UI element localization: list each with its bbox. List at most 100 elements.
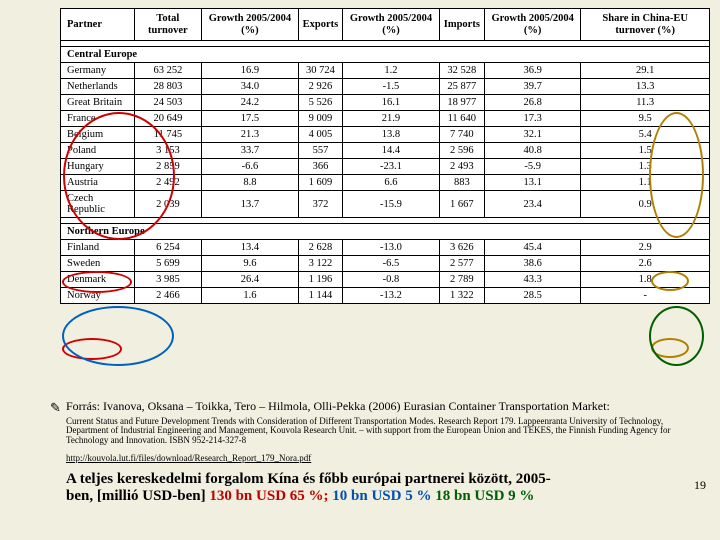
table-cell: 3 985 [134,272,202,288]
header-row: Partner Total turnover Growth 2005/2004 … [61,9,710,41]
table-cell: 1 667 [439,191,484,218]
col-growth3: Growth 2005/2004 (%) [484,9,580,41]
table-cell: Denmark [61,272,135,288]
title-line-2c: 10 bn USD 5 % [332,488,435,504]
table-cell: Germany [61,63,135,79]
table-cell: 29.1 [581,63,710,79]
table-cell: 24 503 [134,95,202,111]
table-cell: 32 528 [439,63,484,79]
table-cell: 8.8 [202,175,298,191]
table-cell: -0.8 [343,272,439,288]
table-cell: Great Britain [61,95,135,111]
table-cell: -13.2 [343,288,439,304]
table-cell: 1 322 [439,288,484,304]
table-row: Finland6 25413.42 628-13.03 62645.42.9 [61,240,710,256]
table-cell: Sweden [61,256,135,272]
table-cell: 2 596 [439,143,484,159]
table-cell: -5.9 [484,159,580,175]
table-cell: 17.3 [484,111,580,127]
highlight-circle [649,306,704,366]
table-cell: 24.2 [202,95,298,111]
table-row: Austria2 4928.81 6096.688313.11.1 [61,175,710,191]
table-cell: 25 877 [439,79,484,95]
table-cell: -6.5 [343,256,439,272]
table-cell: Finland [61,240,135,256]
table-cell: 32.1 [484,127,580,143]
table-cell: 20 649 [134,111,202,127]
col-turnover: Total turnover [134,9,202,41]
table-cell: Poland [61,143,135,159]
table-cell: 2.6 [581,256,710,272]
table-row: Poland3 15333.755714.42 59640.81.5 [61,143,710,159]
table-cell: Czech Republic [61,191,135,218]
table-row: France20 64917.59 00921.911 64017.39.5 [61,111,710,127]
table-cell: 1.2 [343,63,439,79]
table-cell: 1.8 [581,272,710,288]
table-row: Norway2 4661.61 144-13.21 32228.5- [61,288,710,304]
page-number: 19 [694,478,706,493]
table-cell: 13.4 [202,240,298,256]
col-growth2: Growth 2005/2004 (%) [343,9,439,41]
table-cell: 11 745 [134,127,202,143]
source-line: Forrás: Ivanova, Oksana – Toikka, Tero –… [66,400,706,414]
table-cell: 21.9 [343,111,439,127]
table-cell: - [581,288,710,304]
table-cell: 2 493 [439,159,484,175]
table-cell: 0.9 [581,191,710,218]
table-row: Germany63 25216.930 7241.232 52836.929.1 [61,63,710,79]
table-cell: 1.6 [202,288,298,304]
data-table: Partner Total turnover Growth 2005/2004 … [60,8,710,304]
table-cell: 1 609 [298,175,343,191]
table-cell: 21.3 [202,127,298,143]
table-cell: 2 577 [439,256,484,272]
table-cell: 28.5 [484,288,580,304]
table-cell: 2 466 [134,288,202,304]
table-row: Hungary2 859-6.6366-23.12 493-5.91.3 [61,159,710,175]
table-cell: 3 626 [439,240,484,256]
source-detail: Current Status and Future Development Tr… [66,417,706,445]
table-cell: 26.4 [202,272,298,288]
table-cell: 13.1 [484,175,580,191]
table-cell: 17.5 [202,111,298,127]
table-cell: 366 [298,159,343,175]
table-cell: 39.7 [484,79,580,95]
table-cell: 40.8 [484,143,580,159]
table-cell: Belgium [61,127,135,143]
table-cell: Austria [61,175,135,191]
table-cell: 18 977 [439,95,484,111]
table-cell: 1.1 [581,175,710,191]
table-row: Great Britain24 50324.25 52616.118 97726… [61,95,710,111]
section-title: Northern Europe [61,224,710,240]
table-cell: 9.5 [581,111,710,127]
table-cell: 5 699 [134,256,202,272]
table-cell: 5 526 [298,95,343,111]
col-growth1: Growth 2005/2004 (%) [202,9,298,41]
table-cell: 34.0 [202,79,298,95]
table-row: Denmark3 98526.41 196-0.82 78943.31.8 [61,272,710,288]
col-share: Share in China-EU turnover (%) [581,9,710,41]
table-cell: 883 [439,175,484,191]
col-partner: Partner [61,9,135,41]
table-cell: 557 [298,143,343,159]
table-cell: 16.9 [202,63,298,79]
table-cell: 1 144 [298,288,343,304]
table-cell: Norway [61,288,135,304]
table-cell: 9 009 [298,111,343,127]
table-cell: 14.4 [343,143,439,159]
source-url[interactable]: http://kouvola.lut.fi/files/download/Res… [66,454,706,463]
table-cell: 5.4 [581,127,710,143]
table-cell: 11 640 [439,111,484,127]
table-cell: 28 803 [134,79,202,95]
title-line-1: A teljes kereskedelmi forgalom Kína és f… [66,471,551,487]
table-row: Belgium11 74521.34 00513.87 74032.15.4 [61,127,710,143]
table-cell: 36.9 [484,63,580,79]
table-cell: -23.1 [343,159,439,175]
table-cell: -15.9 [343,191,439,218]
bullet-icon: ✎ [50,400,61,416]
table-cell: 1.5 [581,143,710,159]
table-cell: 2 926 [298,79,343,95]
table-cell: 6.6 [343,175,439,191]
table-cell: 11.3 [581,95,710,111]
title-line-2d: 18 bn USD 9 % [435,488,534,504]
trade-table: Partner Total turnover Growth 2005/2004 … [60,8,710,304]
